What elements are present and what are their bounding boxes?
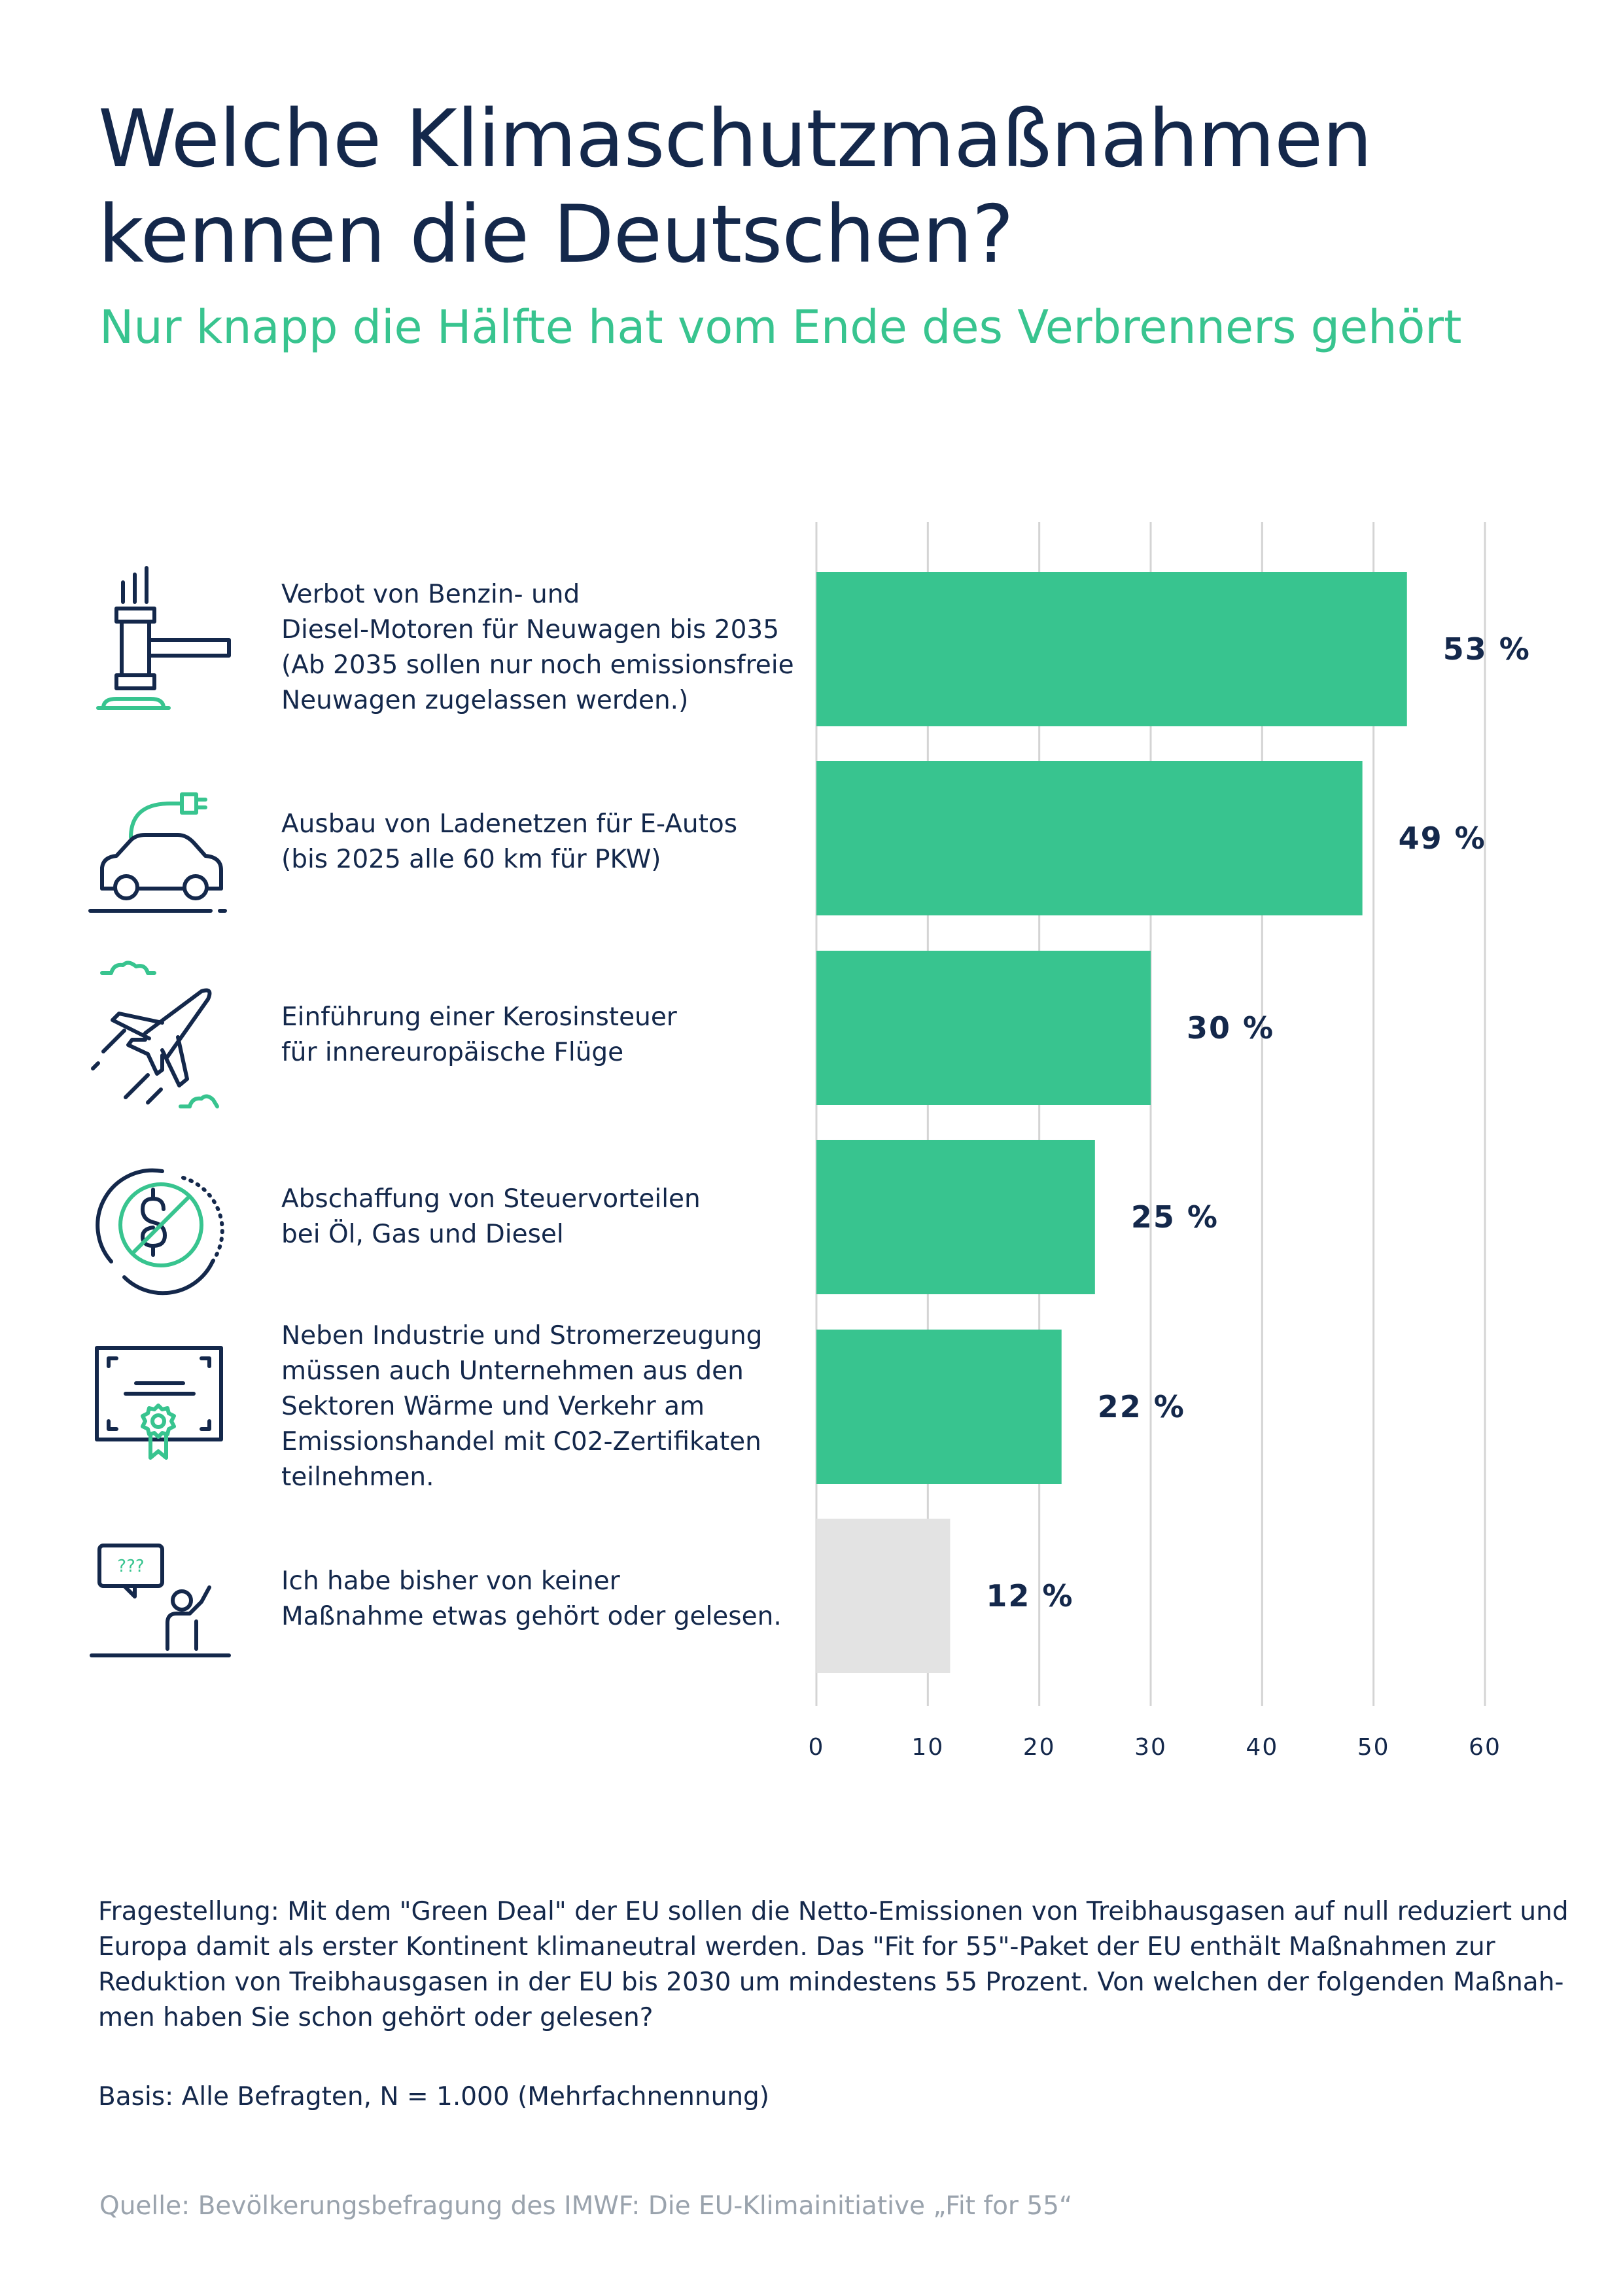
page-title: Welche Klimaschutzmaßnahmen kennen die D…: [98, 92, 1537, 283]
bar: [816, 572, 1407, 726]
bar: [816, 1330, 1062, 1484]
item-label-line: für innereuropäische Flüge: [281, 1038, 624, 1067]
item-label-line: teilnehmen.: [281, 1462, 434, 1492]
item-label-4: Abschaffung von Steuervorteilen bei Öl, …: [281, 1182, 798, 1252]
item-label-line: Ausbau von Ladenetzen für E-Autos: [281, 809, 738, 839]
item-label-line: Maßnahme etwas gehört oder gelesen.: [281, 1602, 782, 1631]
x-tick-label: 40: [1246, 1734, 1278, 1761]
bar: [816, 951, 1151, 1105]
bar: [816, 1519, 951, 1673]
page-subtitle: Nur knapp die Hälfte hat vom Ende des Ve…: [99, 300, 1462, 354]
item-label-5: Neben Industrie und Stromerzeugung müsse…: [281, 1318, 798, 1495]
item-label-line: Verbot von Benzin- und: [281, 580, 580, 609]
source-text: Quelle: Bevölkerungsbefragung des IMWF: …: [99, 2191, 1073, 2221]
bar-value-label: 49 %: [1399, 821, 1486, 856]
item-label-6: Ich habe bisher von keiner Maßnahme etwa…: [281, 1564, 798, 1634]
x-tick-label: 60: [1469, 1734, 1501, 1761]
basis-text: Basis: Alle Befragten, N = 1.000 (Mehrfa…: [98, 2082, 770, 2111]
x-tick-label: 0: [809, 1734, 825, 1761]
certificate-icon: [95, 1346, 223, 1460]
bar: [816, 1140, 1095, 1294]
item-label-line: bei Öl, Gas und Diesel: [281, 1220, 564, 1249]
item-label-line: müssen auch Unternehmen aus den: [281, 1356, 744, 1386]
bar-value-label: 53 %: [1443, 631, 1531, 667]
bar-value-label: 30 %: [1187, 1010, 1274, 1046]
item-label-line: Abschaffung von Steuervorteilen: [281, 1184, 701, 1214]
item-label-line: Neben Industrie und Stromerzeugung: [281, 1321, 763, 1351]
svg-text:???: ???: [117, 1557, 144, 1576]
question-line: Fragestellung: Mit dem "Green Deal" der …: [98, 1897, 1569, 1926]
item-label-line: Neuwagen zugelassen werden.): [281, 686, 689, 715]
bar-value-label: 25 %: [1131, 1199, 1219, 1235]
x-tick-label: 30: [1134, 1734, 1167, 1761]
gavel-icon: [96, 566, 231, 710]
title-line-1: Welche Klimaschutzmaßnahmen: [98, 93, 1372, 185]
x-tick-label: 10: [911, 1734, 944, 1761]
item-label-line: Einführung einer Kerosinsteuer: [281, 1002, 677, 1032]
bar-chart: 53 % 49 % 30 % 25 % 22 % 12 % 0 10 20 30 40 50 60: [809, 522, 1531, 1761]
item-label-line: Ich habe bisher von keiner: [281, 1566, 620, 1596]
question-line: Europa damit als erster Kontinent kliman…: [98, 1932, 1495, 1962]
x-tick-label: 50: [1357, 1734, 1390, 1761]
item-label-line: Sektoren Wärme und Verkehr am: [281, 1392, 705, 1421]
item-label-3: Einführung einer Kerosinsteuer für inner…: [281, 1000, 798, 1070]
airplane-icon: [91, 961, 219, 1108]
item-label-line: (bis 2025 alle 60 km für PKW): [281, 845, 661, 874]
item-label-2: Ausbau von Ladenetzen für E-Autos (bis 2…: [281, 807, 798, 877]
bar: [816, 761, 1363, 915]
ev-car-charging-icon: [88, 792, 227, 913]
question-text: Fragestellung: Mit dem "Green Deal" der …: [98, 1894, 1569, 2036]
item-label-line: Diesel-Motoren für Neuwagen bis 2035: [281, 615, 780, 645]
bar-value-label: 22 %: [1098, 1389, 1185, 1424]
x-tick-label: 20: [1023, 1734, 1056, 1761]
question-person-icon: ???: [90, 1544, 231, 1657]
item-label-line: Emissionshandel mit C02-Zertifikaten: [281, 1427, 761, 1457]
title-line-2: kennen die Deutschen?: [98, 188, 1014, 281]
question-line: Reduktion von Treibhausgasen in der EU b…: [98, 1968, 1564, 1997]
question-line: men haben Sie schon gehört oder gelesen?: [98, 2003, 654, 2032]
bar-value-label: 12 %: [986, 1578, 1073, 1614]
item-label-line: (Ab 2035 sollen nur noch emissionsfreie: [281, 650, 794, 680]
no-tax-benefit-icon: [96, 1168, 224, 1296]
item-label-1: Verbot von Benzin- und Diesel-Motoren fü…: [281, 577, 798, 718]
